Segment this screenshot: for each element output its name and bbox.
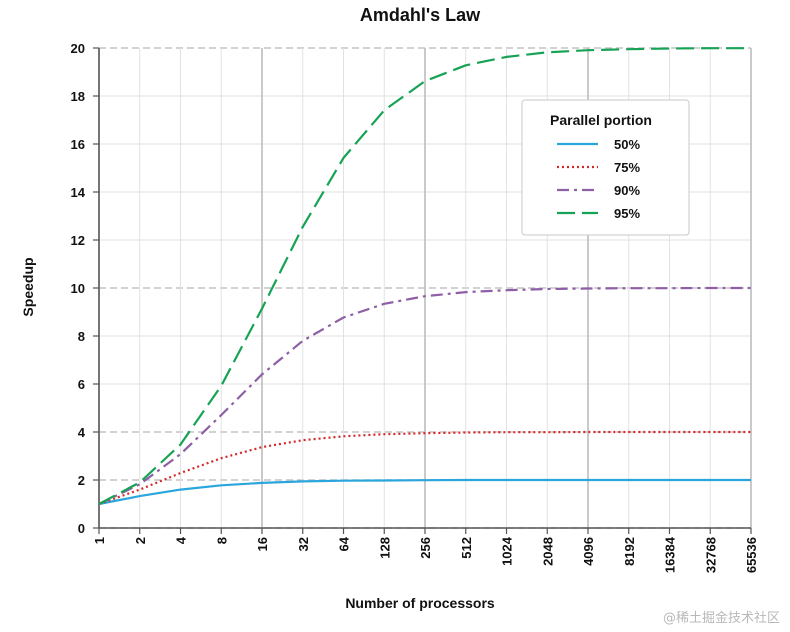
x-tick-label: 2 (133, 537, 148, 544)
x-tick-label: 8192 (622, 537, 637, 566)
legend: Parallel portion 50% 75% 90% 95% (521, 99, 690, 236)
x-tick-label: 128 (377, 537, 392, 559)
series-line-95pct (98, 47, 751, 505)
legend-label: 75% (614, 160, 640, 175)
series-lines (98, 47, 751, 506)
series-line-90pct (98, 286, 751, 505)
legend-label: 50% (614, 137, 640, 152)
x-tick-label: 16 (255, 537, 270, 551)
y-tick-label: 14 (71, 185, 86, 200)
x-tick-label: 16384 (663, 536, 678, 573)
x-axis-label: Number of processors (345, 595, 495, 611)
legend-label: 90% (614, 183, 640, 198)
y-tick-label: 6 (78, 377, 85, 392)
x-tick-label: 512 (459, 537, 474, 559)
legend-title: Parallel portion (550, 112, 652, 128)
legend-box (521, 99, 690, 236)
y-tick-label: 8 (78, 329, 85, 344)
series-line-75pct (98, 430, 751, 506)
y-tick-label: 10 (71, 281, 85, 296)
y-tick-label: 18 (71, 89, 85, 104)
x-tick-label: 1 (92, 537, 107, 544)
x-tick-label: 2048 (540, 537, 555, 566)
x-tick-label: 65536 (744, 537, 759, 573)
x-tick-label: 8 (214, 537, 229, 544)
x-tick-label: 4096 (581, 537, 596, 566)
y-tick-label: 2 (78, 473, 85, 488)
x-tick-label: 4 (174, 536, 189, 544)
x-tick-label: 32 (296, 537, 311, 551)
y-tick-label: 0 (78, 521, 85, 536)
y-axis-label: Speedup (20, 257, 36, 316)
watermark: @稀土掘金技术社区 (662, 611, 780, 626)
legend-items: 50% 75% 90% 95% (557, 137, 640, 221)
y-tick-label: 20 (71, 41, 85, 56)
y-tick-label: 16 (71, 137, 85, 152)
x-tick-label: 32768 (703, 537, 718, 573)
series-line-50pct (98, 478, 751, 506)
x-tick-label: 1024 (500, 536, 515, 566)
chart-title: Amdahl's Law (360, 5, 481, 25)
y-tick-label: 4 (78, 425, 86, 440)
y-tick-label: 12 (71, 233, 85, 248)
x-tick-label: 256 (418, 537, 433, 559)
x-tick-label: 64 (337, 536, 352, 551)
legend-label: 95% (614, 206, 640, 221)
